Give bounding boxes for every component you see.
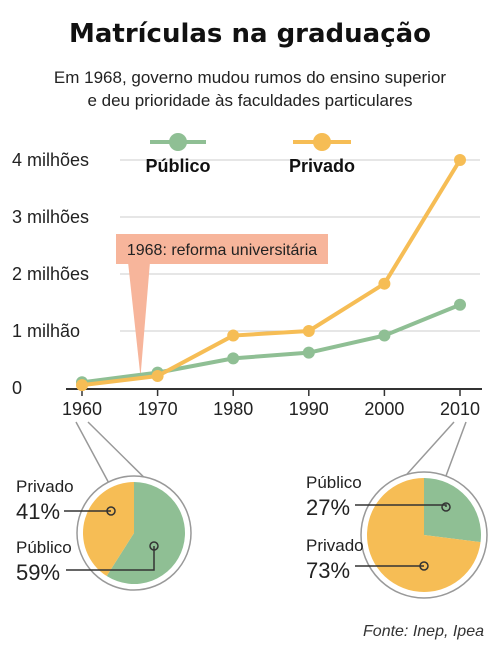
pie-2010-leader-dot-privado: [419, 561, 429, 571]
series-publico-point-1990: [302, 346, 315, 359]
pie-1960-publico-pct: 59%: [16, 560, 60, 585]
pie-1960-publico-label: Público: [16, 538, 72, 557]
source-note: Fonte: Inep, Ipea: [363, 623, 484, 640]
pie-2010-leader-dot-publico: [441, 502, 451, 512]
pie-2010-slice-publico: [424, 478, 481, 543]
series-layer: [76, 154, 466, 392]
pie-1960-leader-publico: [66, 546, 155, 571]
y-tick-label-3: 3 milhões: [12, 207, 89, 227]
series-publico-point-2010: [454, 298, 466, 311]
x-tick-label-5: 2010: [440, 399, 480, 419]
x-tick-label-4: 2000: [364, 399, 404, 419]
series-privado-line: [81, 158, 462, 388]
legend-publico-label: Público: [145, 156, 210, 176]
series-publico-point-1980: [227, 352, 240, 365]
legend-privado-label: Privado: [289, 156, 355, 176]
pie-1960-pointer: [75, 421, 153, 488]
series-privado-point-1960: [76, 379, 88, 392]
y-tick-label-4: 4 milhões: [12, 150, 89, 170]
pie-layer: [64, 421, 488, 599]
x-tick-label-1: 1970: [138, 399, 178, 419]
series-publico-point-2000: [378, 329, 391, 342]
series-privado-point-2010: [454, 154, 466, 166]
series-privado-point-1990: [302, 325, 315, 337]
y-tick-label-2: 2 milhões: [12, 264, 89, 284]
annotation-box: [116, 234, 328, 264]
pie-2010-labels: Público 27% Privado 73%: [306, 473, 364, 583]
pie-1960-slice-publico: [106, 482, 185, 585]
legend-publico-marker: [169, 133, 187, 151]
annotation-pointer: [128, 262, 150, 377]
series-privado-point-2000: [378, 277, 391, 290]
x-tick-label-0: 1960: [62, 399, 102, 419]
pie-2010-leader-publico: [355, 504, 447, 507]
legend: Público Privado: [145, 133, 355, 176]
pie-1960-privado-label: Privado: [16, 477, 74, 496]
series-privado-point-1980: [227, 329, 240, 342]
reform-annotation: 1968: reforma universitária: [116, 234, 328, 377]
chart-title: Matrículas na graduação: [69, 19, 431, 49]
pie-2010-publico-pct: 27%: [306, 495, 350, 520]
annotation-text: 1968: reforma universitária: [127, 242, 317, 259]
chart-subtitle-line1: Em 1968, governo mudou rumos do ensino s…: [54, 68, 447, 87]
pie-2010-privado-label: Privado: [306, 536, 364, 555]
pie-1960-leader-dot-publico: [149, 541, 159, 551]
x-tick-label-3: 1990: [289, 399, 329, 419]
legend-privado-marker: [313, 133, 331, 151]
pie-1960-privado-pct: 41%: [16, 499, 60, 524]
y-tick-labels: 0 1 milhão 2 milhões 3 milhões 4 milhões: [12, 150, 89, 398]
chart-subtitle-line2: e deu prioridade às faculdades particula…: [87, 91, 412, 110]
pie-1960-leader-dot-privado: [106, 506, 116, 516]
pie-2010-privado-pct: 73%: [306, 558, 350, 583]
pie-2010-publico-label: Público: [306, 473, 362, 492]
pie-1960-slice-privado: [83, 482, 134, 577]
x-axis: 1960 1970 1980 1990 2000 2010: [62, 388, 482, 419]
pie-1960-labels: Privado 41% Público 59%: [16, 477, 74, 585]
x-tick-label-2: 1980: [213, 399, 253, 419]
y-tick-label-1: 1 milhão: [12, 321, 80, 341]
series-publico-line: [81, 302, 461, 385]
pie-2010-slice-privado: [366, 478, 481, 593]
y-tick-label-0: 0: [12, 378, 22, 398]
series-privado-point-1970: [151, 370, 164, 383]
